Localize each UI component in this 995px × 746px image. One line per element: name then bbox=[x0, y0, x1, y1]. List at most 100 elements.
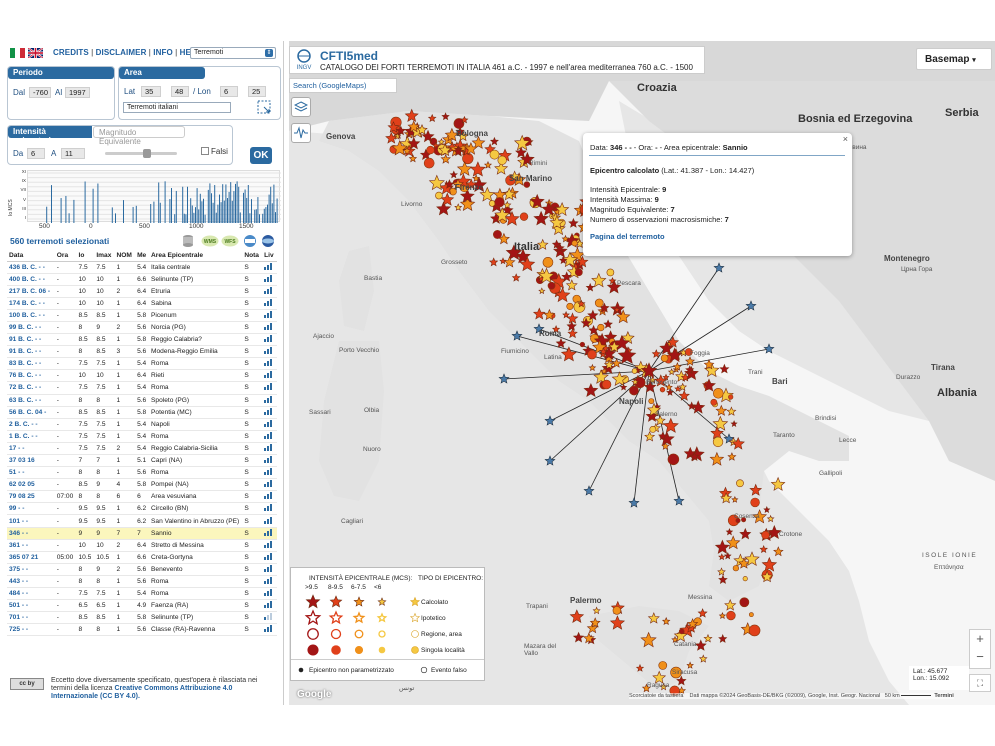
falsi-checkbox[interactable] bbox=[201, 147, 209, 155]
observation-marker[interactable] bbox=[673, 495, 685, 506]
earthquake-star-marker[interactable] bbox=[673, 628, 688, 642]
earthquake-star-marker[interactable] bbox=[408, 154, 418, 163]
earthquake-star-marker[interactable] bbox=[532, 307, 546, 320]
earthquake-star-marker[interactable] bbox=[459, 188, 475, 203]
cell-date[interactable]: 99 - - bbox=[7, 502, 55, 516]
earthquake-star-marker[interactable] bbox=[703, 633, 713, 643]
earthquake-star-marker[interactable] bbox=[529, 193, 545, 209]
earthquake-star-marker[interactable] bbox=[667, 368, 676, 376]
earthquake-circle-marker[interactable] bbox=[736, 479, 744, 488]
table-row[interactable]: 17 - - -7.5 7.5 2 5.4 Reggio Calabria-Sicilia… bbox=[7, 442, 277, 456]
earthquake-star-marker[interactable] bbox=[440, 153, 451, 164]
earthquake-star-marker[interactable] bbox=[686, 618, 699, 629]
cell-date[interactable]: 400 B. C. - - bbox=[7, 273, 55, 286]
table-header-cell[interactable]: Nota bbox=[242, 250, 263, 262]
earthquake-circle-marker[interactable] bbox=[748, 612, 754, 618]
earthquake-star-marker[interactable] bbox=[731, 436, 745, 450]
earthquake-star-marker[interactable] bbox=[718, 553, 726, 561]
earthquake-star-marker[interactable] bbox=[505, 244, 523, 261]
legend-symbol[interactable] bbox=[354, 629, 364, 639]
earthquake-star-marker[interactable] bbox=[472, 174, 481, 182]
earthquake-star-marker[interactable] bbox=[555, 337, 567, 348]
earthquake-circle-marker[interactable] bbox=[684, 348, 693, 356]
legend-symbol[interactable] bbox=[353, 596, 365, 607]
earthquake-circle-marker[interactable] bbox=[735, 518, 741, 524]
earthquake-star-marker[interactable] bbox=[759, 545, 768, 554]
table-header-cell[interactable]: Imax bbox=[94, 250, 115, 262]
a-input[interactable]: 11 bbox=[61, 148, 85, 159]
cell-date[interactable]: 63 B. C. - - bbox=[7, 394, 55, 407]
earthquake-star-marker[interactable] bbox=[665, 383, 673, 391]
earthquake-star-marker[interactable] bbox=[635, 663, 645, 672]
cell-date[interactable]: 375 - - bbox=[7, 563, 55, 576]
table-row[interactable]: 79 08 25 07:00 8 8 6 6 Area vesuviana S bbox=[7, 490, 277, 504]
cell-date[interactable]: 76 B. C. - - bbox=[7, 369, 55, 383]
earthquake-star-marker[interactable] bbox=[600, 367, 608, 375]
cell-date[interactable]: 101 - - bbox=[7, 514, 55, 528]
earthquake-star-marker[interactable] bbox=[749, 483, 763, 496]
earthquake-star-marker[interactable] bbox=[566, 320, 577, 331]
observation-marker[interactable] bbox=[511, 330, 523, 341]
earthquake-star-marker[interactable] bbox=[460, 115, 469, 124]
earthquake-circle-marker[interactable] bbox=[542, 257, 554, 268]
legend-symbol[interactable] bbox=[307, 644, 319, 656]
fullscreen-button[interactable]: ⛶ bbox=[969, 674, 991, 692]
earthquake-star-marker[interactable] bbox=[469, 161, 486, 177]
terms-link[interactable]: Termini bbox=[934, 693, 954, 699]
earthquake-star-marker[interactable] bbox=[719, 363, 730, 374]
earthquake-star-marker[interactable] bbox=[714, 539, 730, 554]
earthquake-circle-marker[interactable] bbox=[761, 530, 770, 540]
dal-input[interactable]: -760 bbox=[29, 87, 51, 98]
earthquake-star-marker[interactable] bbox=[538, 267, 555, 284]
cell-date[interactable]: 99 B. C. - - bbox=[7, 321, 55, 335]
earthquake-circle-marker[interactable] bbox=[678, 628, 685, 635]
wfs-icon[interactable]: WFS bbox=[221, 235, 239, 247]
earthquake-star-marker[interactable] bbox=[385, 131, 398, 144]
earthquake-star-marker[interactable] bbox=[674, 385, 682, 392]
earthquake-circle-marker[interactable] bbox=[587, 349, 597, 360]
map-search[interactable]: Search (GoogleMaps) bbox=[289, 78, 397, 93]
earthquake-star-marker[interactable] bbox=[641, 683, 651, 693]
tab-magnitude[interactable]: Magnitudo Equivalente bbox=[93, 126, 185, 146]
earthquake-circle-marker[interactable] bbox=[728, 394, 734, 400]
earthquake-star-marker[interactable] bbox=[678, 389, 690, 401]
legend-symbol[interactable] bbox=[307, 628, 319, 640]
table-row[interactable]: 174 B. C. - - -10 10 1 6.4 Sabina S bbox=[7, 297, 277, 310]
earthquake-star-marker[interactable] bbox=[421, 129, 435, 143]
earthquake-circle-marker[interactable] bbox=[547, 281, 556, 290]
earthquake-star-marker[interactable] bbox=[685, 365, 695, 374]
earthquake-circle-marker[interactable] bbox=[748, 624, 761, 637]
earthquake-circle-marker[interactable] bbox=[497, 155, 507, 165]
earthquake-star-marker[interactable] bbox=[407, 120, 421, 133]
earthquake-star-marker[interactable] bbox=[464, 142, 478, 155]
table-row[interactable]: 51 - - -8 8 1 5.6 Roma S bbox=[7, 466, 277, 480]
lat-from-input[interactable]: 35 bbox=[141, 86, 161, 97]
earthquake-circle-marker[interactable] bbox=[298, 667, 304, 673]
table-row[interactable]: 375 - - -8 9 2 5.6 Benevento S bbox=[7, 563, 277, 576]
earthquake-circle-marker[interactable] bbox=[488, 200, 496, 207]
cell-date[interactable]: 365 07 21 bbox=[7, 551, 55, 564]
earthquake-star-marker[interactable] bbox=[503, 200, 512, 209]
earthquake-star-marker[interactable] bbox=[603, 319, 613, 329]
earthquake-circle-marker[interactable] bbox=[606, 268, 615, 277]
earthquake-star-marker[interactable] bbox=[718, 612, 727, 620]
close-icon[interactable]: × bbox=[842, 134, 848, 144]
earthquake-star-marker[interactable] bbox=[453, 146, 464, 157]
earthquake-star-marker[interactable] bbox=[499, 257, 507, 265]
earthquake-star-marker[interactable] bbox=[456, 161, 473, 176]
cell-date[interactable]: 83 B. C. - - bbox=[7, 357, 55, 371]
observation-marker[interactable] bbox=[745, 300, 757, 311]
cell-date[interactable]: 701 - - bbox=[7, 611, 55, 625]
table-header-cell[interactable]: Data bbox=[7, 250, 55, 262]
earthquake-circle-marker[interactable] bbox=[648, 398, 655, 405]
earthquake-star-marker[interactable] bbox=[437, 138, 446, 146]
table-row[interactable]: 63 B. C. - - -8 8 1 5.6 Spoleto (PG) S bbox=[7, 394, 277, 407]
earthquake-star-marker[interactable] bbox=[654, 374, 668, 387]
earthquake-star-marker[interactable] bbox=[441, 112, 450, 121]
earthquake-star-marker[interactable] bbox=[483, 160, 493, 169]
earthquake-circle-marker[interactable] bbox=[658, 661, 668, 670]
cell-date[interactable]: 72 B. C. - - bbox=[7, 381, 55, 395]
earthquake-star-marker[interactable] bbox=[684, 356, 696, 366]
table-row[interactable]: 62 02 05-8.5 9 4 5.8 Pompei (NA) S bbox=[7, 478, 277, 492]
earthquake-star-marker[interactable] bbox=[489, 136, 499, 146]
